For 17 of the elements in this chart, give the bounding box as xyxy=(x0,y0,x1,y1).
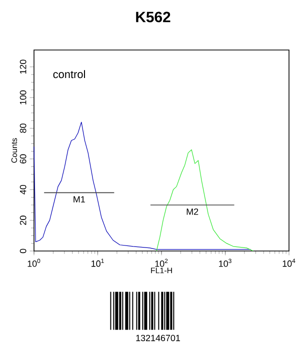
y-tick-label: 0 xyxy=(20,248,26,254)
x-tick-label: 10$^{1}$ xyxy=(92,258,104,267)
y-tick-label: 120 xyxy=(20,60,26,74)
x-tick-label: 10$^{0}$ xyxy=(28,258,40,267)
annotation: control xyxy=(53,70,85,78)
x-tick-label: 10$^{4}$ xyxy=(282,258,296,267)
y-tick-label: 40 xyxy=(20,184,26,194)
y-tick-label: 80 xyxy=(20,124,26,133)
x-tick-label: 10$^{2}$ xyxy=(155,258,168,267)
series-label: M2 xyxy=(186,208,198,215)
y-tick-label: 20 xyxy=(20,216,26,225)
y-tick-label: 100 xyxy=(20,90,26,104)
chart-title: K562 xyxy=(136,12,170,22)
y-tick-label: 60 xyxy=(20,154,26,164)
series-label: M1 xyxy=(74,196,85,202)
x-tick-label: 10$^{3}$ xyxy=(219,258,232,267)
text: 132146701 xyxy=(136,334,180,342)
